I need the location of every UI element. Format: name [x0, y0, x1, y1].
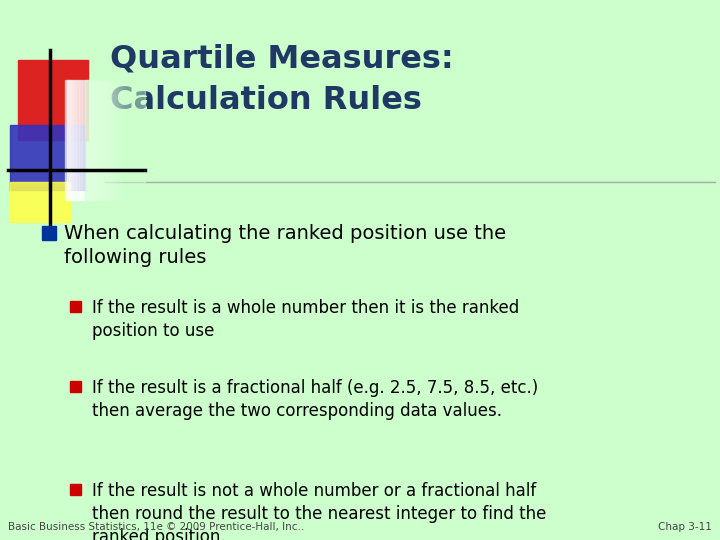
Bar — [81, 80, 84, 200]
Bar — [86, 80, 88, 200]
Bar — [99, 80, 102, 200]
Bar — [98, 80, 100, 200]
Bar — [95, 80, 97, 200]
Bar — [70, 80, 71, 200]
Bar — [71, 80, 73, 200]
Bar — [85, 80, 145, 200]
Bar — [120, 80, 122, 200]
Bar — [10, 182, 70, 222]
Text: When calculating the ranked position use the
following rules: When calculating the ranked position use… — [64, 224, 506, 267]
Bar — [18, 60, 88, 140]
Bar — [106, 80, 107, 200]
Bar — [96, 80, 99, 200]
Bar — [91, 80, 92, 200]
Bar — [124, 80, 125, 200]
Bar — [110, 80, 112, 200]
Bar — [78, 80, 81, 200]
Bar — [76, 80, 78, 200]
Text: If the result is a whole number then it is the ranked
position to use: If the result is a whole number then it … — [92, 299, 519, 340]
Bar — [94, 80, 96, 200]
Text: Chap 3-11: Chap 3-11 — [658, 522, 712, 532]
Bar — [42, 226, 56, 240]
Bar — [116, 80, 118, 200]
Bar — [83, 80, 85, 200]
Bar — [122, 80, 124, 200]
Bar — [119, 80, 121, 200]
Bar — [114, 80, 117, 200]
Text: If the result is not a whole number or a fractional half
then round the result t: If the result is not a whole number or a… — [92, 482, 546, 540]
Text: Quartile Measures:: Quartile Measures: — [110, 43, 454, 74]
Text: If the result is a fractional half (e.g. 2.5, 7.5, 8.5, etc.)
then average the t: If the result is a fractional half (e.g.… — [92, 379, 539, 420]
Text: Calculation Rules: Calculation Rules — [110, 85, 422, 116]
Bar — [80, 80, 82, 200]
Bar — [112, 80, 114, 200]
Bar — [77, 80, 79, 200]
Bar — [109, 80, 110, 200]
Bar — [84, 80, 86, 200]
Bar — [73, 80, 74, 200]
Bar — [10, 125, 85, 190]
Text: Basic Business Statistics, 11e © 2009 Prentice-Hall, Inc..: Basic Business Statistics, 11e © 2009 Pr… — [8, 522, 305, 532]
Bar — [113, 80, 115, 200]
Bar — [70, 301, 81, 312]
Bar — [66, 80, 68, 200]
Bar — [117, 80, 120, 200]
Bar — [102, 80, 104, 200]
Bar — [104, 80, 106, 200]
Bar — [88, 80, 89, 200]
Bar — [101, 80, 103, 200]
Bar — [74, 80, 76, 200]
Bar — [89, 80, 91, 200]
Bar — [68, 80, 70, 200]
Bar — [65, 80, 67, 200]
Bar — [107, 80, 109, 200]
Bar — [70, 484, 81, 495]
Bar — [70, 381, 81, 392]
Bar — [92, 80, 94, 200]
